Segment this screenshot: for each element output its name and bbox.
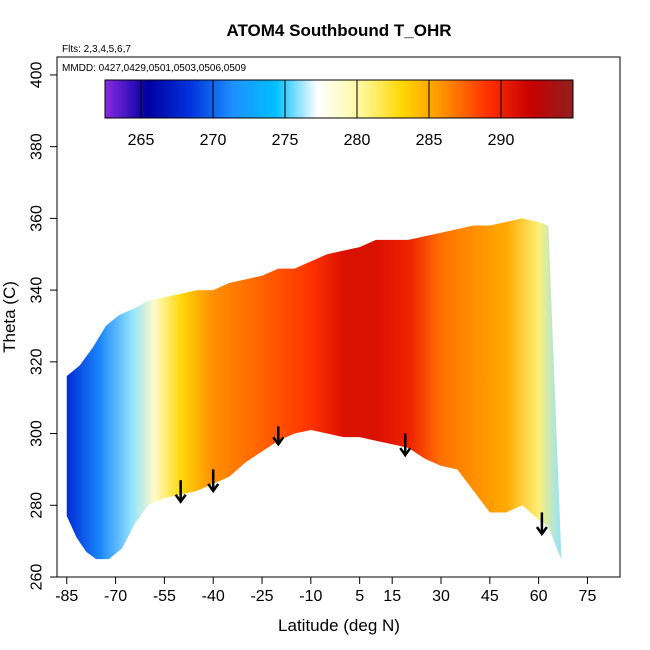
colorbar: 265 270 275 280 285 290 [104,79,574,149]
colorbar-tick-label: 265 [128,132,155,149]
down-arrow [207,469,220,494]
x-tick-label: 15 [383,588,401,605]
x-tick-label: -85 [55,588,78,605]
colorbar-tick-label: 285 [416,132,443,149]
x-tick-label: 30 [432,588,450,605]
down-arrow-head [207,483,220,494]
down-arrow-head [535,526,548,537]
colorbar-tick-label: 270 [200,132,227,149]
colorbar-tick-label: 275 [272,132,299,149]
dates-label: MMDD: 0427,0429,0501,0503,0506,0509 [62,63,246,74]
down-arrow [174,480,187,504]
down-arrow [399,433,412,458]
y-tick-label: 300 [29,420,46,447]
x-tick-label: -10 [299,588,322,605]
x-tick-label: 60 [530,588,548,605]
x-tick-label: 45 [481,588,499,605]
arrow-markers [174,426,548,537]
x-tick-label: -70 [104,588,127,605]
down-arrow [535,512,548,537]
plot-frame [56,56,621,578]
colorbar-bar [104,79,574,119]
down-arrow-head [174,493,187,504]
y-tick-label: 320 [29,348,46,375]
x-tick-label: -55 [153,588,176,605]
down-arrow-head [399,447,412,458]
x-tick-label: -40 [202,588,225,605]
chart-title: ATOM4 Southbound T_OHR [226,21,451,40]
y-tick-label: 360 [29,205,46,232]
x-tick-label: -25 [250,588,273,605]
x-tick-label: 75 [579,588,597,605]
y-tick-label: 400 [29,61,46,88]
y-tick-label: 260 [29,564,46,591]
colorbar-tick-label: 280 [344,132,371,149]
down-arrow-head [272,436,285,447]
colorbar-ticks: 265 270 275 280 285 290 [128,80,515,149]
y-tick-label: 280 [29,492,46,519]
flights-label: Flts: 2,3,4,5,6,7 [62,44,131,55]
down-arrow [272,426,285,447]
y-tick-label: 380 [29,133,46,160]
y-axis-label: Theta (C) [0,281,19,353]
temperature-field-region [66,218,562,560]
x-axis: -85 -70 -55 -40 -25 -10 5 15 30 45 60 75 [55,577,596,605]
y-tick-label: 340 [29,277,46,304]
x-axis-label: Latitude (deg N) [278,616,400,635]
y-axis: 260 280 300 320 340 360 380 400 [29,61,57,591]
colorbar-tick-label: 290 [488,132,515,149]
x-tick-label: 5 [355,588,364,605]
temperature-field [66,218,562,560]
